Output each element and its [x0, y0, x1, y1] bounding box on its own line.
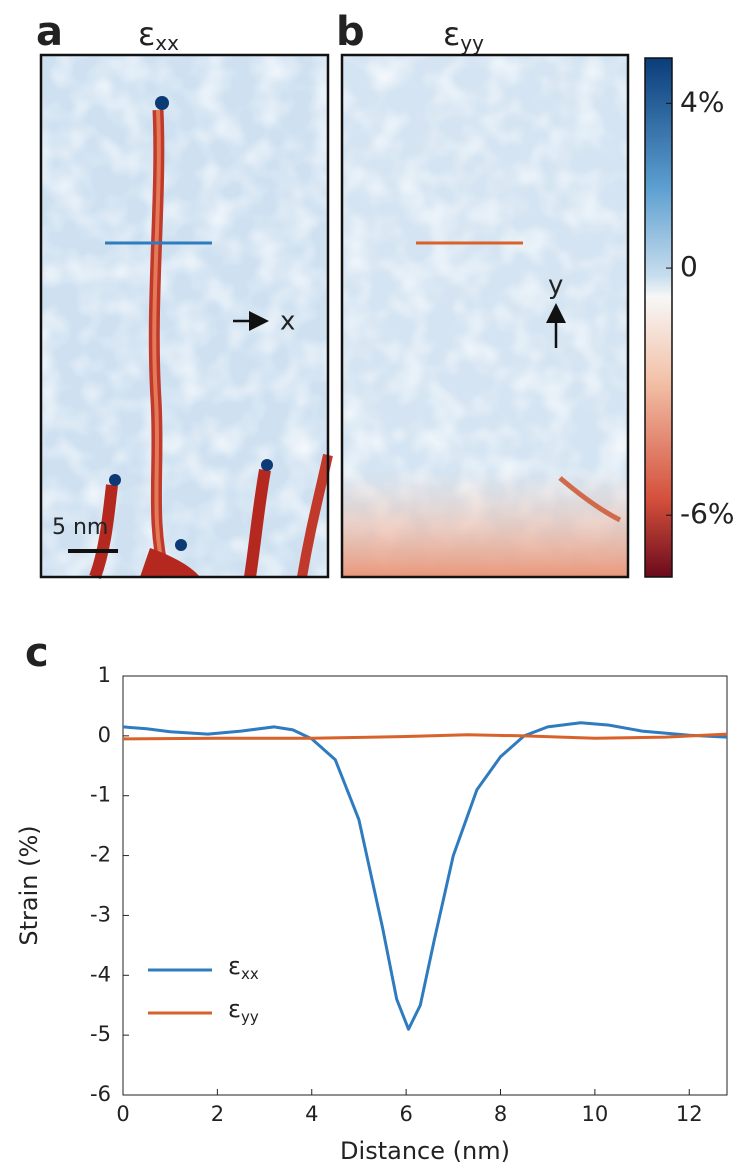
x-tick-label: 4 [305, 1102, 318, 1126]
panel-label: c [25, 630, 49, 676]
panel-label: a [36, 9, 63, 55]
line-series [122, 721, 728, 1031]
axis-direction-label: y [548, 271, 563, 301]
colorbar-tick-label: -6% [680, 497, 735, 530]
colorbar [644, 57, 673, 578]
y-tick-label: -4 [90, 962, 111, 986]
map-a [39, 53, 333, 580]
legend-label: εxx [228, 952, 259, 983]
panel-title: εxx [138, 15, 179, 55]
y-tick-label: -1 [90, 783, 111, 807]
y-tick-label: -6 [90, 1082, 111, 1106]
x-tick-label: 0 [116, 1102, 129, 1126]
x-tick-label: 2 [211, 1102, 224, 1126]
axis-direction-label: x [280, 307, 295, 337]
symbol: ε [443, 15, 460, 53]
subscript: xx [155, 31, 179, 55]
x-axis-label: Distance (nm) [340, 1137, 510, 1165]
x-tick-label: 6 [399, 1102, 412, 1126]
colorbar-tick-label: 0 [680, 250, 698, 283]
legend-label: εyy [228, 995, 259, 1026]
y-axis-label: Strain (%) [15, 825, 43, 945]
legend-symbol: ε [228, 952, 241, 980]
x-tick-label: 12 [676, 1102, 703, 1126]
x-tick-label: 8 [494, 1102, 507, 1126]
legend-subscript: yy [241, 1008, 259, 1026]
y-tick-label: -3 [90, 902, 111, 926]
colorbar-tick-label: 4% [680, 85, 724, 118]
y-tick-label: -5 [90, 1022, 111, 1046]
y-tick-label: 1 [98, 663, 111, 687]
symbol: ε [138, 15, 155, 53]
plot-area [122, 675, 728, 1096]
legend-subscript: xx [241, 965, 259, 983]
x-tick-label: 10 [582, 1102, 609, 1126]
scale-bar-label: 5 nm [52, 515, 108, 540]
legend-symbol: ε [228, 995, 241, 1023]
panel-label: b [336, 9, 365, 55]
panel-title: εyy [443, 15, 484, 55]
subscript: yy [460, 31, 484, 55]
y-tick-label: -2 [90, 843, 111, 867]
map-b [340, 53, 630, 579]
line-series [122, 732, 728, 741]
y-tick-label: 0 [98, 723, 111, 747]
